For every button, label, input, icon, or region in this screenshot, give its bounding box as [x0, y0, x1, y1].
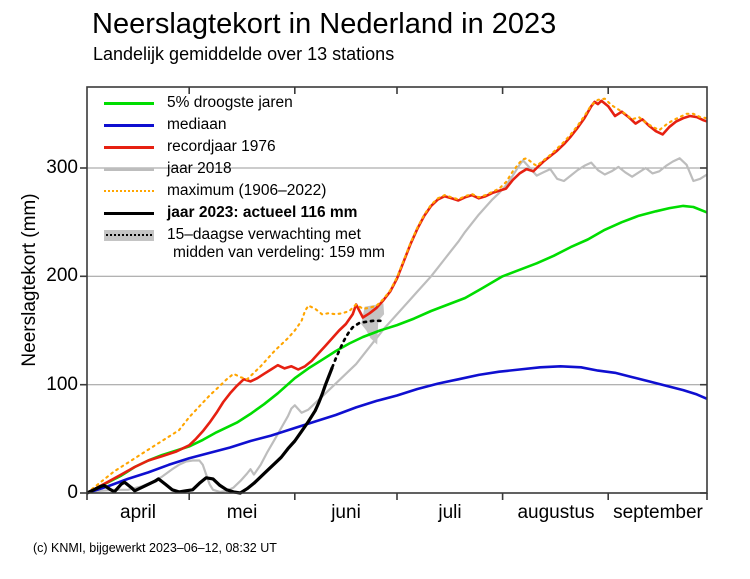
copyright-footer: (c) KNMI, bijgewerkt 2023–06–12, 08:32 U…: [33, 541, 277, 555]
forecast-band-swatch: [104, 230, 154, 241]
x-tick-mei: mei: [226, 502, 258, 523]
legend-label: jaar 2023: actueel 116 mm: [167, 204, 358, 221]
legend-item-maximum: maximum (1906–2022): [104, 180, 385, 202]
red-line-swatch: [104, 145, 154, 149]
y-tick-100: 100: [46, 374, 78, 395]
legend-item-verwachting: 15–daagse verwachting met midden van ver…: [104, 226, 385, 262]
y-tick-300: 300: [46, 157, 78, 178]
x-tick-augustus: augustus: [517, 502, 595, 523]
chart-subtitle: Landelijk gemiddelde over 13 stations: [93, 44, 395, 64]
legend-item-recordjaar: recordjaar 1976: [104, 136, 385, 158]
legend-label: recordjaar 1976: [167, 138, 276, 155]
legend: 5% droogste jaren mediaan recordjaar 197…: [104, 92, 385, 262]
legend-label: mediaan: [167, 116, 227, 133]
legend-item-droogste-jaren: 5% droogste jaren: [104, 92, 385, 114]
legend-label: maximum (1906–2022): [167, 182, 327, 199]
y-tick-0: 0: [67, 482, 78, 503]
legend-item-jaar-2023: jaar 2023: actueel 116 mm: [104, 202, 385, 224]
gray-line-swatch: [104, 167, 154, 171]
x-tick-juni: juni: [331, 502, 361, 523]
legend-label: 15–daagse verwachting met: [167, 226, 361, 243]
x-tick-april: april: [120, 502, 156, 523]
legend-item-mediaan: mediaan: [104, 114, 385, 136]
chart-title: Neerslagtekort in Nederland in 2023: [92, 8, 557, 40]
x-tick-september: september: [613, 502, 703, 523]
y-tick-200: 200: [46, 265, 78, 286]
legend-item-jaar-2018: jaar 2018: [104, 158, 385, 180]
orange-dotted-swatch: [104, 190, 154, 192]
blue-line-swatch: [104, 123, 154, 127]
black-line-swatch: [104, 211, 154, 215]
legend-label-line2: midden van verdeling: 159 mm: [173, 244, 385, 261]
legend-label: 5% droogste jaren: [167, 94, 293, 111]
green-line-swatch: [104, 101, 154, 105]
legend-label: jaar 2018: [167, 160, 232, 177]
x-tick-juli: juli: [438, 502, 462, 523]
